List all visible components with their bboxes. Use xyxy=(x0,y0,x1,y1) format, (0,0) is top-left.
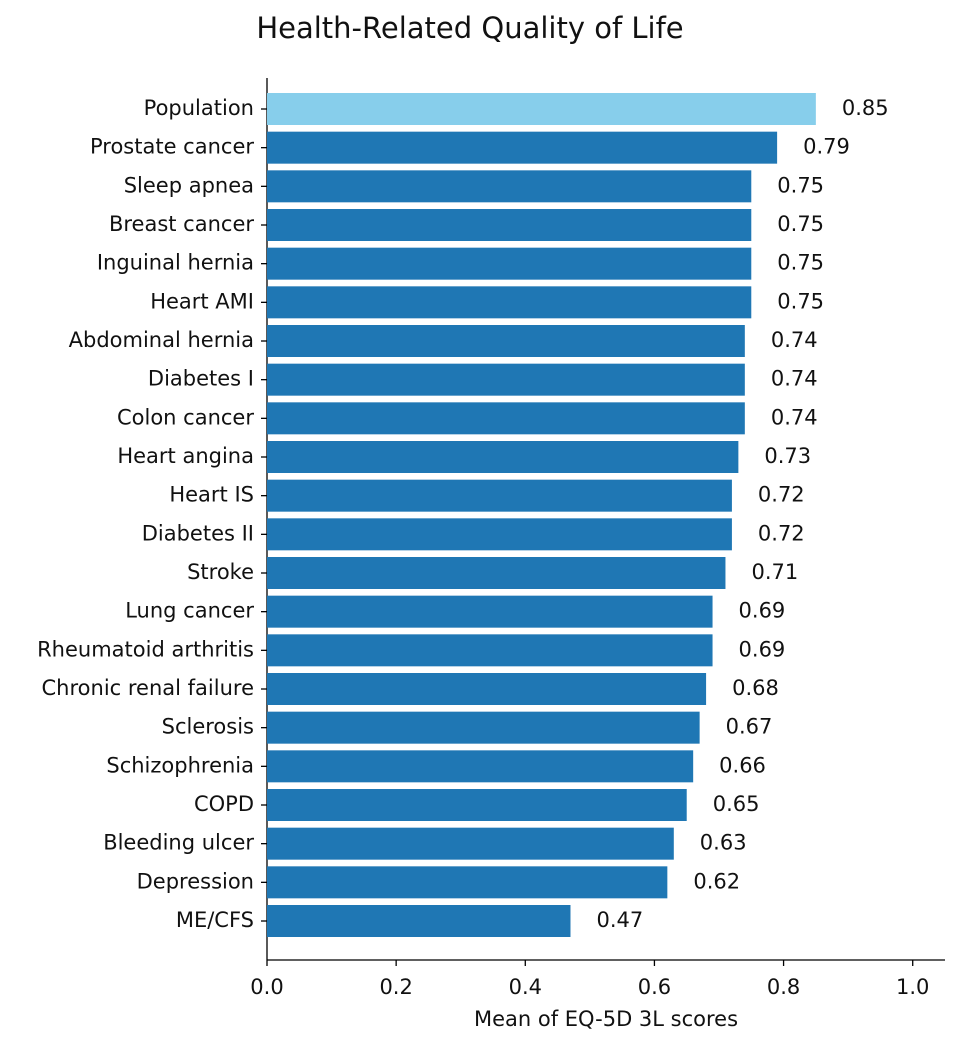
y-tick-label: COPD xyxy=(194,792,254,816)
bar xyxy=(267,750,694,783)
value-label: 0.65 xyxy=(713,792,760,816)
bar xyxy=(267,479,732,512)
bar xyxy=(267,247,752,280)
value-label: 0.68 xyxy=(732,676,779,700)
y-tick-label: Diabetes II xyxy=(142,521,254,545)
bar xyxy=(267,827,674,860)
bar xyxy=(267,286,752,319)
x-tick-label: 0.8 xyxy=(767,975,800,999)
value-label: 0.75 xyxy=(777,251,824,275)
y-tick-label: ME/CFS xyxy=(176,908,254,932)
y-tick-label: Rheumatoid arthritis xyxy=(37,637,254,661)
bar xyxy=(267,905,571,937)
bar xyxy=(267,131,778,164)
value-label: 0.72 xyxy=(758,483,805,507)
y-tick-label: Schizophrenia xyxy=(106,753,254,777)
y-tick-label: Population xyxy=(144,96,254,120)
y-tick-label: Diabetes I xyxy=(148,367,254,391)
bar xyxy=(267,557,726,589)
y-tick-label: Heart IS xyxy=(169,483,254,507)
y-tick-label: Chronic renal failure xyxy=(42,676,254,700)
bar xyxy=(267,711,700,744)
x-axis-label: Mean of EQ-5D 3L scores xyxy=(474,1007,738,1031)
value-label: 0.75 xyxy=(777,173,824,197)
value-label: 0.62 xyxy=(693,869,740,893)
value-label: 0.72 xyxy=(758,521,805,545)
value-label: 0.73 xyxy=(764,444,811,468)
bar xyxy=(267,789,687,821)
bar xyxy=(267,441,739,473)
bar xyxy=(267,325,745,357)
bar xyxy=(267,170,752,203)
value-label: 0.67 xyxy=(726,715,773,739)
value-label: 0.47 xyxy=(596,908,643,932)
value-label: 0.79 xyxy=(803,135,850,159)
y-tick-label: Heart AMI xyxy=(150,289,254,313)
y-tick-label: Colon cancer xyxy=(117,405,254,429)
x-tick-label: 1.0 xyxy=(896,975,929,999)
value-label: 0.85 xyxy=(842,96,889,120)
value-label: 0.63 xyxy=(700,831,747,855)
y-tick-label: Sleep apnea xyxy=(124,173,254,197)
x-tick-label: 0.0 xyxy=(250,975,283,999)
y-tick-label: Breast cancer xyxy=(109,212,254,236)
value-label: 0.74 xyxy=(771,405,818,429)
value-label: 0.74 xyxy=(771,328,818,352)
x-tick-label: 0.4 xyxy=(509,975,542,999)
value-label: 0.74 xyxy=(771,367,818,391)
y-tick-label: Stroke xyxy=(187,560,254,584)
bar xyxy=(267,93,816,125)
value-label: 0.71 xyxy=(751,560,798,584)
bar xyxy=(267,209,752,241)
chart-title: Health-Related Quality of Life xyxy=(256,11,683,45)
bar xyxy=(267,518,732,551)
bar xyxy=(267,673,707,705)
value-label: 0.69 xyxy=(739,637,786,661)
y-tick-label: Prostate cancer xyxy=(90,135,254,159)
value-label: 0.75 xyxy=(777,212,824,236)
bar xyxy=(267,363,745,396)
x-tick-label: 0.6 xyxy=(638,975,671,999)
y-tick-label: Lung cancer xyxy=(125,599,254,623)
bar xyxy=(267,595,713,628)
y-tick-label: Depression xyxy=(137,869,254,893)
y-tick-label: Sclerosis xyxy=(162,715,254,739)
y-tick-label: Abdominal hernia xyxy=(69,328,254,352)
bar xyxy=(267,402,745,435)
value-label: 0.66 xyxy=(719,753,766,777)
bar xyxy=(267,634,713,667)
y-tick-label: Bleeding ulcer xyxy=(103,831,254,855)
bar xyxy=(267,866,668,899)
y-tick-label: Inguinal hernia xyxy=(97,251,254,275)
y-tick-label: Heart angina xyxy=(117,444,254,468)
value-label: 0.69 xyxy=(739,599,786,623)
value-label: 0.75 xyxy=(777,289,824,313)
x-tick-label: 0.2 xyxy=(379,975,412,999)
